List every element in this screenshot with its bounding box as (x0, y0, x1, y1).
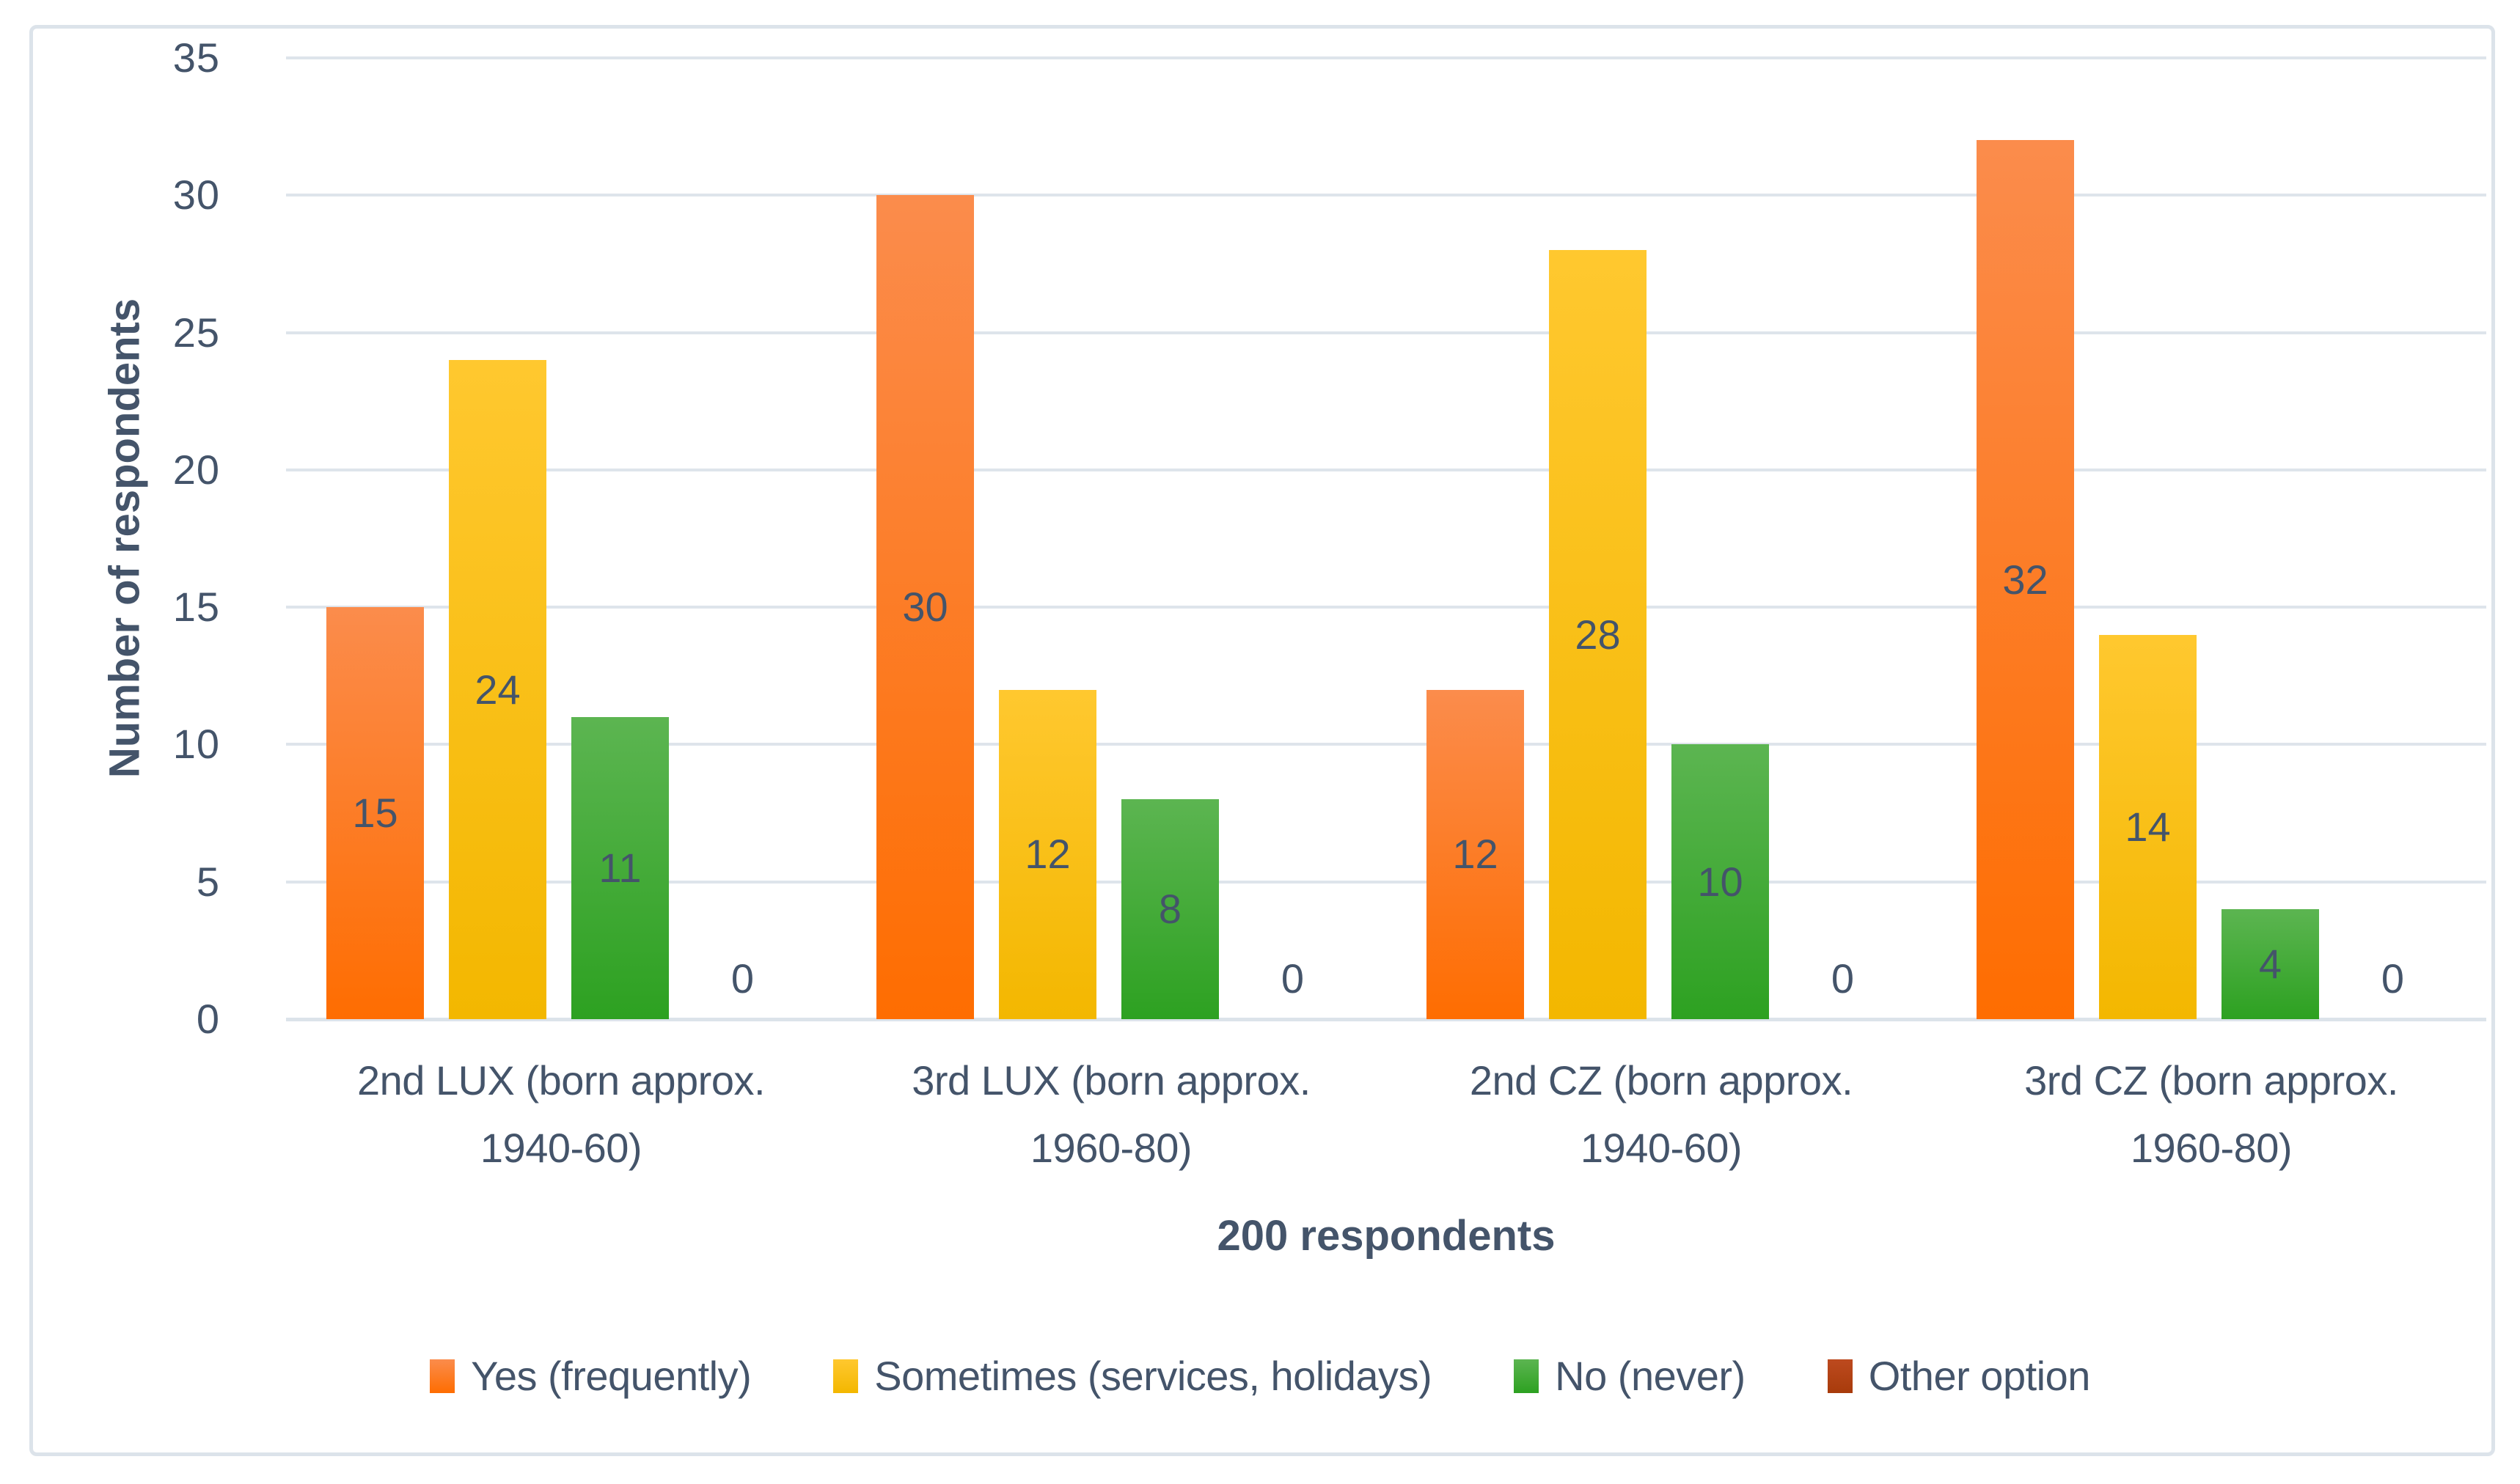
legend-label: No (never) (1555, 1353, 1746, 1399)
bar-series2-group3 (1549, 250, 1647, 1019)
category-label-1: 2nd LUX (born approx. 1940-60) (356, 1057, 766, 1171)
bar-series2-group4 (2099, 634, 2197, 1019)
bar-series1-group4 (1977, 140, 2074, 1019)
bar-series3-group2 (1121, 799, 1219, 1019)
data-label-series3-group2: 8 (1158, 886, 1182, 933)
y-tick-label-10: 10 (172, 721, 220, 768)
data-label-series4-group1: 0 (730, 955, 755, 1002)
legend-item-3: No (never) (1514, 1351, 1746, 1402)
legend-label: Sometimes (services, holidays) (874, 1353, 1432, 1399)
bar-series1-group3 (1426, 689, 1524, 1019)
category-label-4: 3rd CZ (born approx. 1960-80) (2024, 1057, 2398, 1171)
legend-label: Yes (frequently) (471, 1353, 752, 1399)
legend-item-1: Yes (frequently) (430, 1351, 752, 1402)
gridline-y-35 (286, 56, 2486, 59)
y-tick-label-35: 35 (172, 34, 220, 81)
y-tick-label-15: 15 (172, 584, 220, 631)
category-label-2: 3rd LUX (born approx. 1960-80) (912, 1057, 1311, 1171)
chart-legend: Yes (frequently) Sometimes (services, hol… (0, 1351, 2520, 1402)
chart-outer-frame (29, 25, 2495, 1456)
gridline-y-10 (286, 743, 2486, 746)
gridline-y-25 (286, 331, 2486, 334)
bar-series2-group2 (999, 689, 1096, 1019)
gridline-y-5 (286, 880, 2486, 884)
data-label-series1-group3: 12 (1452, 831, 1498, 878)
data-label-series2-group2: 12 (1025, 831, 1071, 878)
data-label-series4-group2: 0 (1281, 955, 1305, 1002)
legend-swatch-icon (1514, 1359, 1539, 1393)
data-label-series3-group4: 4 (2258, 941, 2282, 988)
y-tick-label-5: 5 (196, 858, 220, 905)
x-axis-line (286, 1018, 2486, 1021)
data-label-series1-group1: 15 (352, 790, 398, 837)
bar-series3-group3 (1671, 744, 1769, 1019)
data-label-series3-group3: 10 (1697, 858, 1743, 905)
data-label-series3-group1: 11 (598, 844, 642, 891)
gridline-y-15 (286, 606, 2486, 609)
x-axis-title: 200 respondents (1217, 1212, 1556, 1260)
data-label-series2-group1: 24 (475, 666, 521, 713)
legend-swatch-icon (430, 1359, 455, 1393)
bar-series2-group1 (449, 360, 546, 1019)
category-label-3: 2nd CZ (born approx. 1940-60) (1469, 1057, 1853, 1171)
gridline-y-20 (286, 468, 2486, 471)
legend-item-2: Sometimes (services, holidays) (833, 1351, 1432, 1402)
y-tick-label-20: 20 (172, 446, 220, 493)
bar-series1-group2 (876, 195, 974, 1019)
legend-item-4: Other option (1827, 1351, 2091, 1402)
y-tick-label-30: 30 (172, 172, 220, 218)
data-label-series4-group3: 0 (1831, 955, 1855, 1002)
y-axis-title: Number of respondents (100, 298, 149, 779)
data-label-series4-group4: 0 (2381, 955, 2405, 1002)
data-label-series2-group4: 14 (2125, 803, 2171, 850)
data-label-series2-group3: 28 (1575, 611, 1621, 658)
gridline-y-30 (286, 194, 2486, 197)
legend-label: Other option (1868, 1353, 2091, 1399)
y-tick-label-0: 0 (196, 996, 220, 1042)
bar-series3-group4 (2222, 909, 2319, 1019)
legend-swatch-icon (1827, 1359, 1853, 1393)
legend-swatch-icon (833, 1359, 859, 1393)
data-label-series1-group4: 32 (2002, 556, 2048, 603)
y-tick-label-25: 25 (172, 309, 220, 356)
bar-series1-group1 (326, 607, 424, 1019)
data-label-series1-group2: 30 (902, 584, 948, 631)
bar-series3-group1 (571, 716, 669, 1019)
